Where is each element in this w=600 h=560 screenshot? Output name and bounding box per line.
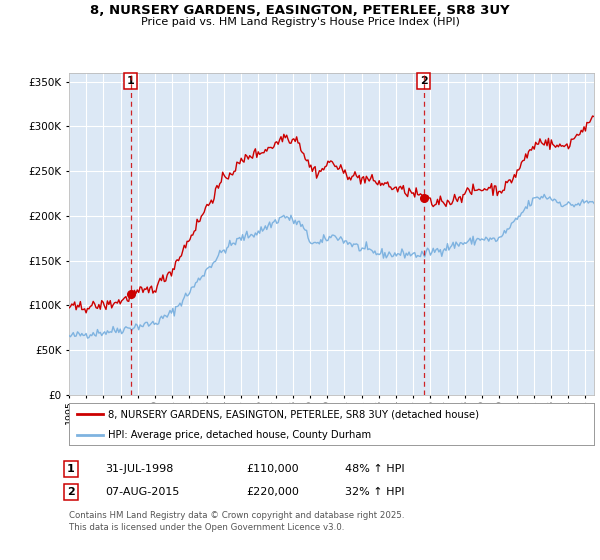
Text: 8, NURSERY GARDENS, EASINGTON, PETERLEE, SR8 3UY: 8, NURSERY GARDENS, EASINGTON, PETERLEE,… (90, 4, 510, 17)
Text: £220,000: £220,000 (246, 487, 299, 497)
Text: 32% ↑ HPI: 32% ↑ HPI (345, 487, 404, 497)
Text: 8, NURSERY GARDENS, EASINGTON, PETERLEE, SR8 3UY (detached house): 8, NURSERY GARDENS, EASINGTON, PETERLEE,… (109, 409, 479, 419)
Text: Price paid vs. HM Land Registry's House Price Index (HPI): Price paid vs. HM Land Registry's House … (140, 17, 460, 27)
Text: 2: 2 (67, 487, 74, 497)
Text: 31-JUL-1998: 31-JUL-1998 (105, 464, 173, 474)
Text: 48% ↑ HPI: 48% ↑ HPI (345, 464, 404, 474)
Text: £110,000: £110,000 (246, 464, 299, 474)
Text: HPI: Average price, detached house, County Durham: HPI: Average price, detached house, Coun… (109, 430, 371, 440)
Text: 07-AUG-2015: 07-AUG-2015 (105, 487, 179, 497)
Text: Contains HM Land Registry data © Crown copyright and database right 2025.
This d: Contains HM Land Registry data © Crown c… (69, 511, 404, 531)
Text: 1: 1 (127, 76, 134, 86)
Text: 2: 2 (420, 76, 427, 86)
Text: 1: 1 (67, 464, 74, 474)
